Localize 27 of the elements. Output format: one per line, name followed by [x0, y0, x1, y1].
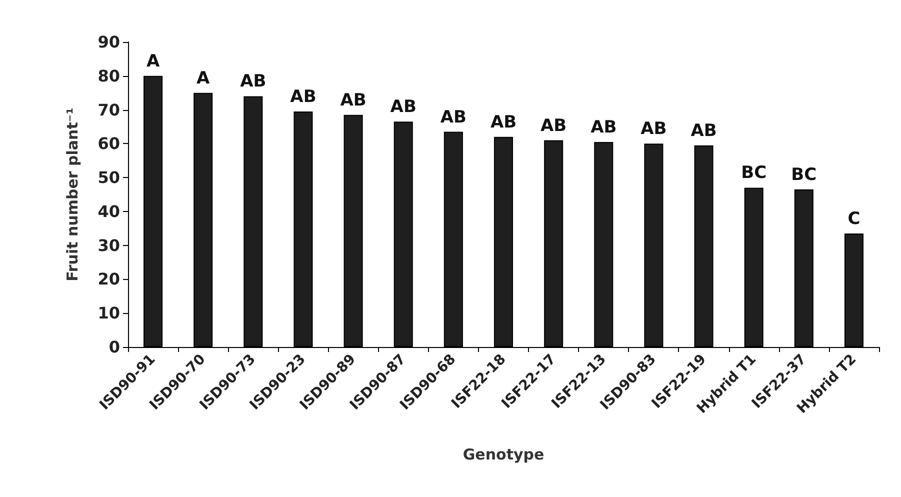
annotation: BC: [791, 164, 817, 185]
annotation: BC: [741, 163, 767, 184]
annotation: AB: [490, 112, 517, 132]
y-tick-label: 10: [98, 304, 120, 323]
annotation: C: [848, 208, 860, 229]
annotation: A: [146, 51, 160, 72]
y-tick-label: 60: [98, 134, 120, 154]
y-tick-label: 0: [108, 338, 120, 356]
annotation: A: [196, 68, 211, 88]
y-tick-label: 90: [98, 32, 120, 52]
y-tick-label: 70: [98, 100, 120, 120]
y-tick-label: 40: [98, 202, 120, 221]
annotation: AB: [590, 117, 617, 138]
x-axis-title: Genotype: [462, 446, 544, 464]
annotation: AB: [240, 72, 266, 92]
annotation: AB: [290, 86, 316, 107]
annotation: AB: [540, 116, 567, 136]
annotation: AB: [440, 107, 466, 128]
y-tick-label: 80: [98, 66, 120, 86]
annotation: AB: [390, 97, 416, 118]
y-tick-label: 20: [98, 270, 120, 289]
annotation: AB: [640, 119, 667, 140]
y-axis-title: Fruit number plant⁻¹: [64, 108, 82, 282]
annotation: AB: [340, 90, 366, 110]
y-tick-label: 50: [98, 168, 120, 188]
annotation: AB: [690, 120, 717, 141]
y-tick-label: 30: [98, 236, 120, 255]
